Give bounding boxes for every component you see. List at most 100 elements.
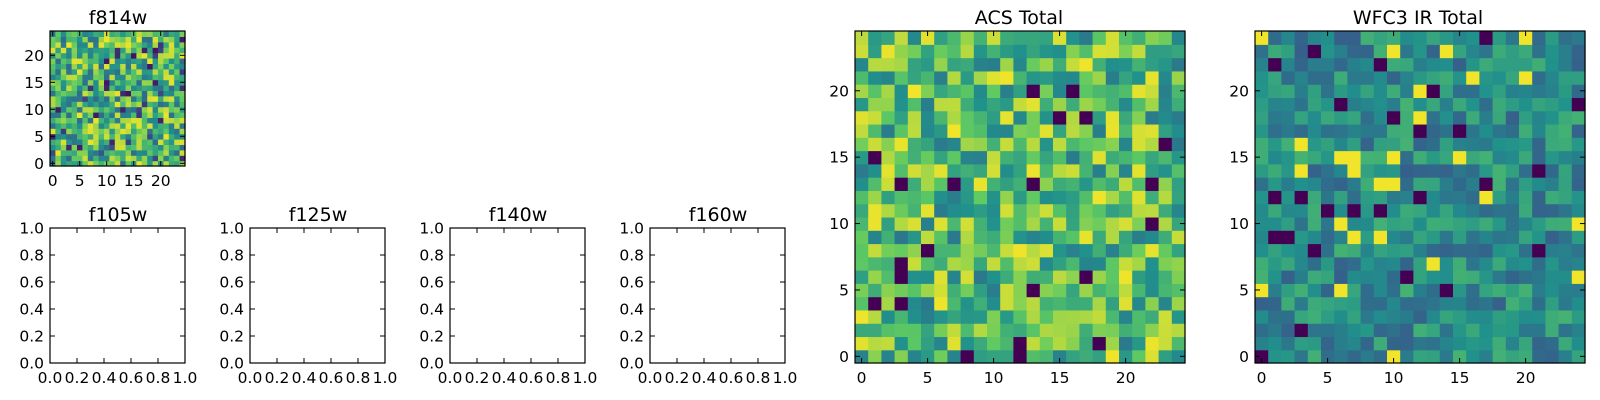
heatmap-cell (907, 323, 922, 338)
heatmap-cell (1132, 150, 1146, 165)
y-tick-label: 20 (1229, 82, 1249, 100)
heatmap-cell (120, 79, 127, 86)
heatmap-cell (1558, 190, 1573, 205)
heatmap-cell (1039, 110, 1054, 125)
heatmap-cell (60, 41, 67, 48)
heatmap-cell (1066, 84, 1080, 98)
heatmap-cell (104, 106, 110, 113)
heatmap-cell (1400, 230, 1414, 245)
heatmap-cell (1255, 110, 1269, 125)
heatmap-cell (1039, 44, 1054, 59)
heatmap-cell (1360, 97, 1375, 112)
heatmap-cell (1532, 323, 1546, 338)
heatmap-cell (168, 68, 175, 75)
heatmap-cell (1387, 349, 1401, 364)
heatmap-cell (1532, 137, 1546, 152)
heatmap-cell (947, 296, 962, 311)
heatmap-cell (855, 150, 869, 165)
heatmap-cell (131, 133, 137, 140)
heatmap-cell (158, 122, 164, 129)
heatmap-cell (1307, 57, 1322, 72)
heatmap-cell (960, 283, 975, 298)
heatmap-cell (1158, 84, 1173, 98)
heatmap-cell (1453, 44, 1467, 59)
heatmap-cell (174, 155, 181, 162)
heatmap-cell (60, 133, 67, 140)
heatmap-cell (1334, 296, 1348, 311)
heatmap-cell (1492, 163, 1507, 178)
heatmap-cell (179, 149, 186, 156)
heatmap-cell (141, 95, 148, 102)
heatmap-cell (1255, 349, 1269, 364)
heatmap-cell (158, 68, 164, 75)
heatmap-cell (1321, 150, 1335, 165)
heatmap-cell (163, 155, 170, 162)
heatmap-cell (881, 57, 896, 72)
heatmap-cell (1571, 177, 1586, 191)
heatmap-cell (1400, 323, 1414, 338)
heatmap-cell (158, 79, 164, 86)
x-tick-label: 0.6 (719, 369, 744, 387)
heatmap-cell (1268, 31, 1282, 45)
heatmap-cell (1105, 203, 1120, 218)
heatmap-cell (77, 74, 83, 81)
heatmap-cell (1321, 336, 1335, 351)
heatmap-cell (1171, 323, 1186, 338)
heatmap-cell (1079, 296, 1094, 311)
heatmap-cell (894, 177, 909, 191)
heatmap-cell (1492, 177, 1507, 191)
heatmap-cell (1092, 31, 1107, 45)
heatmap-cell (141, 139, 148, 145)
heatmap-cell (934, 243, 948, 258)
heatmap-cell (109, 155, 116, 162)
heatmap-cell (1039, 256, 1054, 271)
heatmap-cell (66, 74, 73, 81)
heatmap-cell (1413, 323, 1428, 338)
heatmap-cell (1347, 70, 1362, 85)
heatmap-cell (907, 243, 922, 258)
y-tick-label: 0.8 (619, 247, 644, 265)
heatmap-cell (93, 133, 100, 140)
heatmap-cell (1079, 123, 1094, 138)
heatmap-cell (881, 163, 896, 178)
heatmap-cell (1453, 216, 1467, 231)
heatmap-cell (1132, 44, 1146, 59)
heatmap-cell (1360, 150, 1375, 165)
heatmap-cell (921, 336, 935, 351)
heatmap-cell (66, 63, 73, 70)
heatmap-cell (1334, 57, 1348, 72)
heatmap-cell (1307, 296, 1322, 311)
heatmap-cell (104, 47, 110, 54)
heatmap-cell (1066, 270, 1080, 284)
heatmap-cell (881, 216, 896, 231)
heatmap-cell (1387, 57, 1401, 72)
heatmap-cell (855, 44, 869, 59)
x-tick-label: 0.0 (238, 369, 263, 387)
heatmap-cell (987, 31, 1001, 45)
heatmap-cell (1532, 190, 1546, 205)
heatmap-cell (168, 139, 175, 145)
heatmap-cell (152, 31, 159, 37)
axes-frame-f160w (649, 227, 786, 364)
x-tick-label: 0.2 (665, 369, 690, 387)
heatmap-cell (1400, 150, 1414, 165)
heatmap-cell (1492, 349, 1507, 364)
heatmap-cell (168, 63, 175, 70)
heatmap-cell (60, 31, 67, 37)
y-tick-label: 15 (24, 74, 44, 92)
heatmap-cell (163, 31, 170, 37)
heatmap-cell (163, 36, 170, 43)
heatmap-cell (1347, 203, 1362, 218)
heatmap-cell (93, 128, 100, 135)
heatmap-cell (1119, 296, 1133, 311)
heatmap-cell (1053, 336, 1067, 351)
heatmap-cell (1013, 177, 1028, 191)
heatmap-cell (114, 149, 121, 156)
heatmap-cell (1532, 349, 1546, 364)
heatmap-cell (152, 79, 159, 86)
heatmap-cell (1066, 190, 1080, 205)
heatmap-cell (1558, 309, 1573, 324)
heatmap-cell (1171, 296, 1186, 311)
heatmap-cell (141, 58, 148, 64)
heatmap-cell (973, 216, 988, 231)
